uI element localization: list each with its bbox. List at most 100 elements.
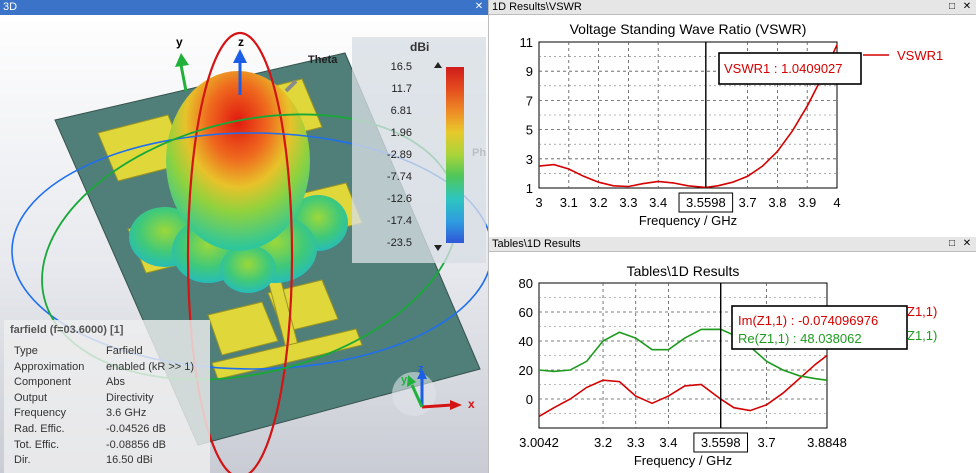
y-tick-label: 11 bbox=[520, 35, 534, 50]
x-tick-label: 3.1 bbox=[560, 195, 578, 210]
farfield-info-title: farfield (f=03.6000) [1] bbox=[10, 324, 124, 336]
series-line-vswr1 bbox=[539, 44, 837, 188]
series-line-re-z1-1- bbox=[539, 328, 827, 381]
y-tick-label: 5 bbox=[526, 123, 533, 138]
marker-x-label: 3.5598 bbox=[701, 435, 741, 450]
farfield-info-value: Farfield bbox=[106, 345, 143, 357]
colorbar-tick-label: -12.6 bbox=[386, 193, 412, 205]
x-tick-label: 3.9 bbox=[798, 195, 816, 210]
y-tick-label: 20 bbox=[519, 363, 533, 378]
farfield-3d-pane[interactable]: 3D ✕ bbox=[0, 0, 488, 473]
pane-title-vswr[interactable]: 1D Results\VSWR □ ✕ bbox=[489, 0, 976, 15]
axis-label-y: y bbox=[176, 35, 183, 49]
legend-fragment-im: Z1,1) bbox=[907, 304, 937, 319]
impedance-pane[interactable]: Tables\1D Results □ ✕ Tables\1D Results 0… bbox=[488, 237, 976, 473]
colorbar-tick-label: 6.81 bbox=[390, 105, 412, 117]
chart-title: Voltage Standing Wave Ratio (VSWR) bbox=[570, 21, 807, 37]
series-line-im-z1-1- bbox=[539, 354, 827, 418]
farfield-info-key: Rad. Effic. bbox=[14, 423, 65, 435]
vswr-readout: VSWR1 : 1.0409027 bbox=[724, 61, 843, 76]
y-tick-label: 9 bbox=[526, 64, 533, 79]
farfield-info-row: Dir. 16.50 dBi bbox=[14, 453, 152, 467]
x-tick-label: 3.7 bbox=[739, 195, 757, 210]
y-axis-line bbox=[179, 64, 188, 92]
chart-title: Tables\1D Results bbox=[627, 263, 740, 279]
farfield-info-row: Type Farfield bbox=[14, 344, 143, 358]
farfield-info-key: Output bbox=[14, 391, 48, 404]
pane-title-impedance[interactable]: Tables\1D Results □ ✕ bbox=[489, 237, 976, 252]
colorbar-unit: dBi bbox=[410, 40, 430, 54]
marker-x-label-box bbox=[693, 432, 749, 453]
y-tick-label: 0 bbox=[526, 392, 533, 407]
maximize-icon[interactable]: □ bbox=[948, 1, 956, 12]
triad-x-line bbox=[421, 403, 453, 409]
farfield-info-value: Abs bbox=[106, 376, 125, 389]
z-axis-arrow bbox=[233, 49, 247, 63]
farfield-info-row: Frequency 3.6 GHz bbox=[14, 406, 146, 420]
impedance-readout-box bbox=[731, 305, 908, 350]
farfield-info-value: enabled (kR >> 1) bbox=[106, 360, 195, 373]
triad-globe bbox=[392, 372, 436, 416]
farfield-info-row: Rad. Effic. -0.04526 dB bbox=[14, 422, 166, 436]
farfield-info-key: Approximation bbox=[14, 360, 85, 373]
colorbar-gradient bbox=[446, 67, 464, 243]
vswr-readout-box bbox=[718, 52, 862, 85]
legend-label-vswr1: VSWR1 bbox=[897, 48, 943, 63]
x-tick-label: 3.8 bbox=[768, 195, 786, 210]
vswr-chart[interactable]: Voltage Standing Wave Ratio (VSWR) 13 5 7 9 1… bbox=[489, 15, 976, 237]
farfield-info-row: Tot. Effic. -0.08856 dB bbox=[14, 438, 166, 452]
triad-y-arrow bbox=[407, 375, 416, 387]
farfield-info-value: Directivity bbox=[106, 391, 154, 404]
axis-label-theta: Theta bbox=[308, 54, 338, 66]
impedance-chart[interactable]: Tables\1D Results 0 20 40 60 80 3.0042 3.2 3.3 3.… bbox=[489, 252, 976, 473]
maximize-icon[interactable]: □ bbox=[948, 238, 956, 249]
x-tick-label: 3.2 bbox=[590, 195, 608, 210]
side-lobe-lower bbox=[220, 245, 276, 293]
farfield-info-value: -0.04526 dB bbox=[106, 423, 166, 435]
y-tick-label: 60 bbox=[519, 305, 533, 320]
x-axis-label: Frequency / GHz bbox=[639, 213, 737, 228]
colorbar-panel: dBi 16.5 11.7 6.81 1.96 -2.89 -7.74 -12.6 -17.4… bbox=[352, 37, 486, 263]
y-tick-label: 7 bbox=[526, 93, 533, 108]
colorbar-max-arrow bbox=[434, 62, 442, 68]
close-icon[interactable]: ✕ bbox=[962, 238, 972, 249]
pane-title-3d-label: 3D bbox=[3, 1, 18, 13]
farfield-info-key: Tot. Effic. bbox=[14, 438, 60, 451]
farfield-info-value: 3.6 GHz bbox=[106, 407, 147, 420]
close-icon[interactable]: ✕ bbox=[962, 1, 972, 12]
triad-label-x: x bbox=[468, 397, 475, 411]
triad-x-arrow bbox=[450, 400, 462, 410]
pane-title-impedance-label: Tables\1D Results bbox=[492, 238, 581, 250]
pane-title-3d[interactable]: 3D ✕ bbox=[0, 0, 488, 15]
close-icon[interactable]: ✕ bbox=[474, 1, 484, 12]
farfield-info-key: Component bbox=[14, 376, 71, 389]
farfield-info-value: 16.50 dBi bbox=[106, 454, 153, 467]
x-tick-label: 3.0042 bbox=[519, 435, 559, 450]
farfield-info-row: Approximation enabled (kR >> 1) bbox=[14, 360, 194, 374]
plot-area bbox=[538, 282, 828, 429]
triad-label-z: z bbox=[418, 363, 424, 375]
x-tick-label: 3.3 bbox=[627, 435, 645, 450]
colorbar-tick-label: 1.96 bbox=[390, 127, 412, 139]
y-axis-arrow bbox=[175, 53, 189, 67]
x-tick-label: 3.3 bbox=[619, 195, 637, 210]
x-tick-label: 3.7 bbox=[758, 435, 776, 450]
farfield-info-panel: farfield (f=03.6000) [1] Type Farfield App… bbox=[4, 320, 210, 473]
x-tick-label: 3 bbox=[535, 195, 542, 210]
x-tick-label: 3.2 bbox=[594, 435, 612, 450]
x-axis-label: Frequency / GHz bbox=[634, 453, 732, 468]
pane-title-vswr-label: 1D Results\VSWR bbox=[492, 1, 582, 13]
vswr-pane[interactable]: 1D Results\VSWR □ ✕ Voltage Standing Wav… bbox=[488, 0, 976, 237]
axis-label-z: z bbox=[238, 35, 244, 49]
3d-viewport[interactable]: y z Theta Ph x y z dBi 16.511.76.811.96-… bbox=[0, 15, 488, 473]
triad-y-line bbox=[410, 384, 424, 408]
y-tick-label: 1 bbox=[526, 181, 533, 196]
phi-ring bbox=[11, 132, 488, 370]
x-tick-label: 3.4 bbox=[659, 435, 677, 450]
y-tick-label: 80 bbox=[519, 276, 533, 291]
x-tick-label: 4 bbox=[833, 195, 840, 210]
colorbar-tick-label: 16.5 bbox=[390, 61, 412, 73]
colorbar-tick-label: 11.7 bbox=[391, 83, 412, 95]
colorbar-tick-label: -7.74 bbox=[386, 171, 412, 183]
colorbar-min-arrow bbox=[434, 245, 442, 251]
